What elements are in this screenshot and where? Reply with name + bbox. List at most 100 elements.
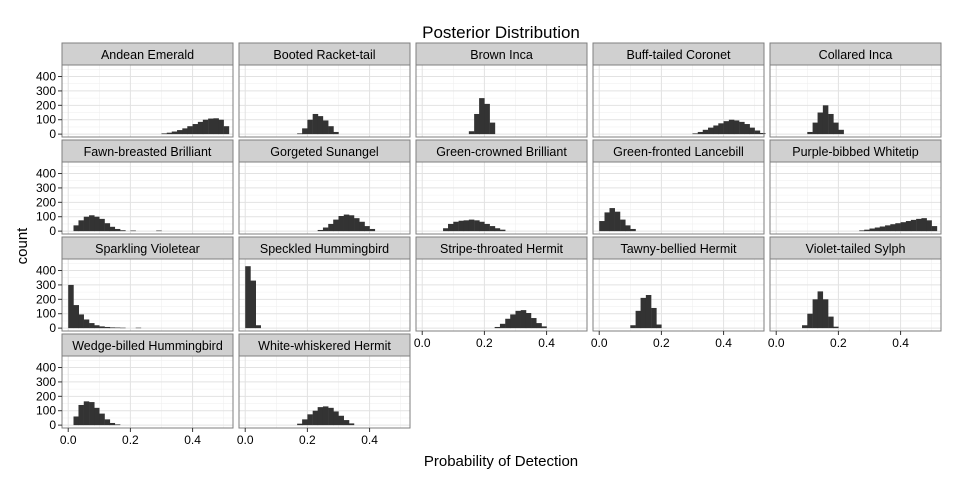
histogram-bar xyxy=(728,119,735,135)
facet-panel-stripe-throated-hermit xyxy=(416,259,587,331)
facet-panel-border xyxy=(769,64,942,138)
histogram-bar xyxy=(89,215,95,232)
histogram-bar xyxy=(890,224,896,232)
histogram-bar xyxy=(802,325,808,329)
facet-panel-speckled-hummingbird xyxy=(239,259,410,331)
histogram-bar xyxy=(744,124,750,135)
histogram-bar xyxy=(510,314,516,329)
histogram-bar xyxy=(78,404,84,426)
histogram-bar xyxy=(926,220,932,232)
histogram-bar xyxy=(625,225,631,232)
facet-panel-violet-tailed-sylph xyxy=(770,259,941,331)
facet-label-speckled-hummingbird: Speckled Hummingbird xyxy=(260,242,389,256)
facet-label-booted-racket-tail: Booted Racket-tail xyxy=(273,48,375,62)
y-tick-label: 400 xyxy=(36,264,56,278)
histogram-bar xyxy=(505,318,511,329)
histogram-bar xyxy=(905,221,912,232)
histogram-bar xyxy=(468,131,475,135)
histogram-bar xyxy=(359,221,365,232)
histogram-bar xyxy=(317,407,324,426)
histogram-bar xyxy=(541,326,547,329)
histogram-bar xyxy=(916,218,922,232)
facet-panel-gorgeted-sunangel xyxy=(239,162,410,234)
y-tick-label: 0 xyxy=(49,418,56,432)
histogram-bar xyxy=(333,131,339,135)
histogram-bar xyxy=(302,419,308,426)
facet-label-buff-tailed-coronet: Buff-tailed Coronet xyxy=(627,48,732,62)
histogram-bar xyxy=(520,310,527,329)
facet-panel-border xyxy=(238,161,411,235)
histogram-bar xyxy=(479,98,485,135)
histogram-bar xyxy=(458,220,465,232)
histogram-bar xyxy=(885,225,891,232)
histogram-bar xyxy=(83,319,90,329)
y-tick-label: 0 xyxy=(49,224,56,238)
histogram-bar xyxy=(130,230,136,232)
histogram-bar xyxy=(104,326,111,329)
histogram-bar xyxy=(828,113,834,135)
histogram-bar xyxy=(99,326,105,329)
histogram-bar xyxy=(494,326,501,329)
facet-panel-border xyxy=(238,258,411,332)
facet-panel-border xyxy=(592,64,765,138)
histogram-bar xyxy=(104,419,111,426)
x-tick-label: 0.4 xyxy=(715,336,732,350)
histogram-bar xyxy=(879,226,886,232)
histogram-bar xyxy=(931,226,938,232)
facet-panel-border xyxy=(61,64,234,138)
histogram-bar xyxy=(322,227,329,232)
y-tick-label: 100 xyxy=(36,404,56,418)
x-tick-label: 0.0 xyxy=(60,433,77,447)
histogram-bar xyxy=(322,120,329,135)
histogram-bar xyxy=(869,228,875,232)
histogram-bar xyxy=(369,228,376,232)
histogram-bar xyxy=(208,118,214,135)
histogram-bar xyxy=(328,407,334,426)
histogram-bar xyxy=(692,133,698,135)
facet-label-green-crowned-brilliant: Green-crowned Brilliant xyxy=(436,145,567,159)
histogram-bar xyxy=(156,230,162,232)
histogram-bar xyxy=(338,415,344,426)
x-tick-label: 0.4 xyxy=(538,336,555,350)
facet-panel-collared-inca xyxy=(770,65,941,137)
histogram-bar xyxy=(833,326,839,329)
histogram-bar xyxy=(536,323,542,329)
facet-panel-border xyxy=(61,258,234,332)
x-tick-label: 0.2 xyxy=(830,336,847,350)
histogram-bar xyxy=(723,121,730,135)
histogram-bar xyxy=(322,406,329,426)
facet-label-wedge-billed-hummingbird: Wedge-billed Hummingbird xyxy=(72,339,223,353)
histogram-bar xyxy=(161,133,167,135)
y-tick-label: 100 xyxy=(36,210,56,224)
histogram-bar xyxy=(531,318,537,329)
histogram-bar xyxy=(713,125,719,135)
x-tick-label: 0.0 xyxy=(591,336,608,350)
histogram-bar xyxy=(484,223,490,232)
histogram-bar xyxy=(599,221,605,232)
histogram-bar xyxy=(73,416,79,426)
histogram-bar xyxy=(640,297,647,329)
histogram-bar xyxy=(697,131,704,135)
histogram-bar xyxy=(68,284,74,329)
histogram-bar xyxy=(448,223,454,232)
histogram-bar xyxy=(197,121,204,135)
histogram-bar xyxy=(645,295,652,329)
histogram-bar xyxy=(120,230,126,232)
y-tick-label: 200 xyxy=(36,98,56,112)
x-tick-label: 0.4 xyxy=(892,336,909,350)
histogram-bar xyxy=(171,131,178,135)
histogram-bar xyxy=(874,227,881,232)
histogram-bar xyxy=(109,327,116,329)
histogram-bar xyxy=(474,220,480,232)
histogram-bar xyxy=(453,221,459,232)
histogram-bar xyxy=(739,121,745,135)
histogram-bar xyxy=(499,229,506,232)
histogram-bar xyxy=(822,105,829,135)
histogram-bar xyxy=(312,113,319,135)
histogram-bar xyxy=(807,313,813,329)
x-tick-label: 0.0 xyxy=(237,433,254,447)
histogram-bar xyxy=(89,323,95,329)
